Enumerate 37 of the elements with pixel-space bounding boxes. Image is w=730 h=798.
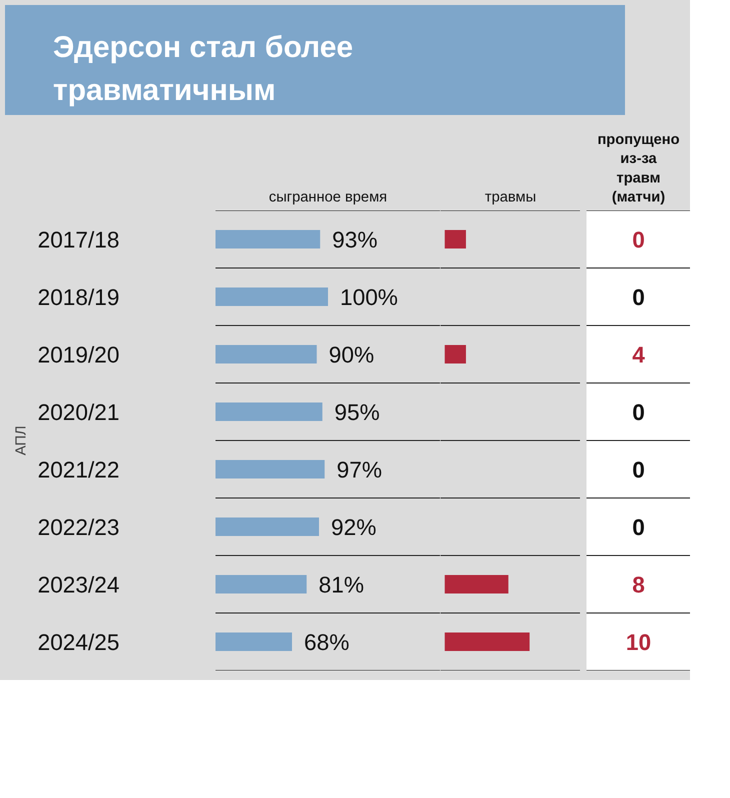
y-tick-label: 2020/21 (38, 398, 120, 425)
data-label: 92% (331, 514, 376, 540)
y-tick-label: 2023/24 (38, 571, 120, 598)
bar (216, 402, 322, 421)
data-label: 0 (632, 456, 645, 482)
data-label: 97% (336, 456, 382, 482)
data-label: 81% (318, 571, 364, 598)
y-tick-label: 2022/23 (38, 514, 120, 540)
y-tick-label: 2021/22 (38, 456, 120, 482)
data-label: 90% (328, 341, 374, 368)
bar (216, 632, 292, 651)
bar (216, 575, 307, 594)
bar (216, 230, 320, 248)
bar (216, 345, 317, 364)
y-tick-label: 2018/19 (38, 284, 120, 310)
data-label: 4 (632, 341, 646, 368)
chart-title: Эдерсон стал более травматичным (53, 30, 354, 109)
y-axis-title: АПЛ (14, 426, 30, 456)
y-tick-label: 2024/25 (38, 628, 120, 655)
data-label: 68% (304, 628, 350, 655)
data-label: 0 (632, 226, 645, 252)
data-label: 93% (332, 226, 378, 252)
bar (216, 288, 328, 306)
text: пропущено из-за травм (матчи) (597, 132, 680, 206)
x-axis-title: сыгранное время (268, 190, 388, 206)
data-label: 0 (632, 514, 645, 540)
data-label: 100% (340, 284, 398, 310)
data-label: 95% (334, 398, 380, 425)
y-tick-label: 2019/20 (38, 341, 120, 368)
x-axis-title: травмы (484, 190, 536, 206)
bar (216, 460, 325, 478)
data-label: 0 (632, 284, 645, 310)
data-label: 8 (632, 571, 645, 598)
data-label: 0 (632, 398, 645, 425)
y-tick-label: 2017/18 (38, 226, 120, 252)
bar (216, 518, 319, 536)
data-label: 10 (626, 628, 652, 655)
